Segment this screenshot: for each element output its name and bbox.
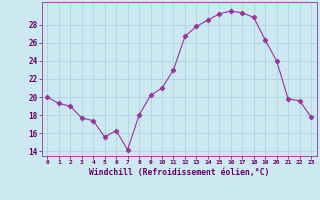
X-axis label: Windchill (Refroidissement éolien,°C): Windchill (Refroidissement éolien,°C): [89, 168, 269, 177]
